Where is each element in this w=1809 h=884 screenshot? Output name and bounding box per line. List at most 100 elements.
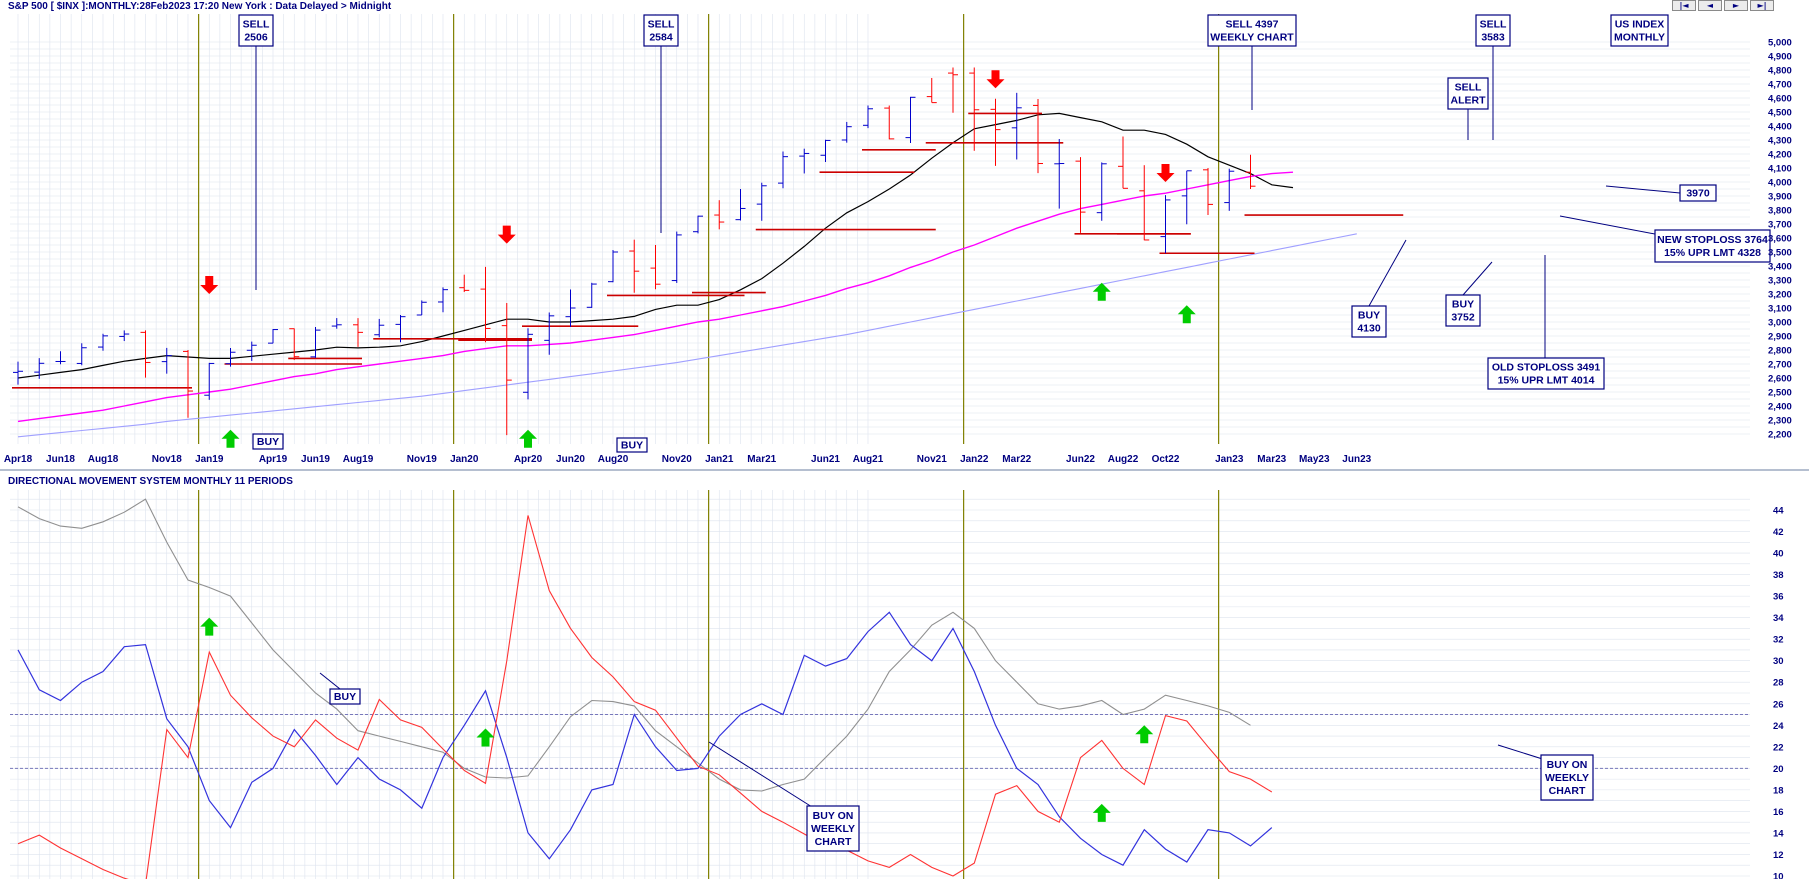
y-tick-label: 4,700	[1768, 80, 1792, 91]
ohlc-bar	[671, 231, 682, 283]
y-tick-label: 3,600	[1768, 234, 1792, 245]
ohlc-bar	[586, 282, 597, 308]
x-tick-label: May23	[1299, 454, 1330, 465]
x-tick-label: Aug18	[88, 454, 119, 465]
x-tick-label: Jun18	[46, 454, 75, 465]
y-tick-label: 40	[1773, 549, 1784, 560]
x-tick-label: Apr19	[259, 454, 288, 465]
buy-arrow-icon	[221, 429, 240, 448]
sell-arrow-icon	[497, 225, 516, 244]
annotation-box	[1654, 229, 1771, 263]
ohlc-bar	[523, 328, 533, 400]
buy-arrow-icon	[476, 728, 495, 747]
annotation-text: WEEKLY	[1545, 772, 1589, 784]
y-tick-label: 32	[1773, 635, 1784, 646]
ohlc-bar	[1181, 170, 1192, 225]
annotation-box	[1475, 14, 1511, 47]
ohlc-bar	[735, 189, 746, 221]
y-tick-label: 10	[1773, 872, 1784, 880]
series-ma-long	[17, 233, 1357, 438]
x-tick-label: Apr20	[514, 454, 543, 465]
ohlc-bar	[1011, 92, 1022, 160]
y-tick-label: 44	[1773, 506, 1784, 517]
annotation-text: SELL 4397	[1226, 19, 1279, 31]
annotation-leader	[1368, 239, 1407, 307]
x-tick-label: Aug22	[1108, 454, 1139, 465]
nav-first-button[interactable]: |◄	[1672, 0, 1696, 11]
ohlc-bar	[565, 289, 576, 327]
ohlc-bar	[969, 67, 980, 151]
ohlc-bar	[756, 182, 767, 221]
ohlc-bar	[353, 318, 363, 347]
y-tick-label: 4,800	[1768, 66, 1792, 77]
ohlc-bar	[98, 333, 108, 351]
ohlc-bar	[438, 287, 448, 313]
ohlc-bar	[1054, 139, 1065, 209]
annotation-text: NEW STOPLOSS 3764	[1657, 234, 1768, 246]
ohlc-bar	[1075, 157, 1086, 233]
ohlc-bar	[55, 351, 66, 365]
y-tick-label: 3,400	[1768, 262, 1792, 273]
annotation-text: SELL	[1455, 82, 1482, 94]
annotation-text: 3583	[1481, 32, 1505, 44]
nav-next-button[interactable]: ►	[1724, 0, 1748, 11]
sell-arrow-icon	[1156, 164, 1175, 182]
x-tick-label: Mar21	[747, 454, 776, 465]
ohlc-bar	[13, 361, 23, 385]
ohlc-bar	[1160, 195, 1171, 254]
annotation-box	[1610, 14, 1669, 47]
y-tick-label: 2,300	[1768, 416, 1792, 427]
ohlc-bar	[1245, 154, 1256, 189]
series-adx	[17, 498, 1251, 792]
annotation-leader	[1559, 215, 1661, 236]
annotation-box	[252, 433, 284, 450]
annotation-box	[1445, 294, 1481, 327]
annotation-text: 3970	[1686, 188, 1710, 200]
nav-prev-button[interactable]: ◄	[1698, 0, 1722, 11]
ohlc-bar	[926, 77, 937, 104]
y-tick-label: 16	[1773, 807, 1784, 818]
ohlc-bar	[480, 266, 491, 343]
series-dmi-plus	[17, 611, 1273, 866]
annotation-text: OLD STOPLOSS 3491	[1492, 362, 1601, 374]
annotation-box	[1540, 754, 1594, 801]
x-tick-label: Aug20	[598, 454, 629, 465]
annotation-text: 4130	[1357, 323, 1381, 335]
y-tick-label: 4,600	[1768, 94, 1792, 105]
ohlc-bar	[714, 200, 725, 230]
ohlc-bar	[140, 330, 151, 378]
annotation-text: BUY	[1452, 299, 1474, 311]
buy-arrow-icon	[1092, 803, 1111, 822]
ohlc-bar	[459, 274, 470, 293]
y-tick-label: 38	[1773, 570, 1784, 581]
ohlc-bar	[289, 328, 300, 361]
ohlc-bar	[629, 239, 640, 293]
y-tick-label: 5,000	[1768, 38, 1792, 49]
annotation-leader	[319, 672, 341, 690]
ohlc-bar	[841, 121, 852, 143]
y-tick-label: 4,300	[1768, 136, 1792, 147]
annotation-text: 2506	[244, 32, 268, 44]
annotation-text: SELL	[648, 19, 675, 31]
annotation-box	[1487, 357, 1605, 390]
ohlc-bar	[161, 347, 172, 374]
annotation-text: SELL	[243, 19, 270, 31]
ohlc-bar	[225, 348, 236, 367]
annotation-text: CHART	[815, 836, 852, 848]
annotation-leader	[1462, 261, 1493, 296]
annotation-text: 2584	[649, 32, 673, 44]
annotation-text: MONTHLY	[1614, 32, 1665, 44]
nav-last-button[interactable]: ►|	[1750, 0, 1774, 11]
y-tick-label: 24	[1773, 721, 1784, 732]
y-tick-label: 2,800	[1768, 346, 1792, 357]
annotation-text: SELL	[1480, 19, 1507, 31]
x-tick-label: Aug21	[853, 454, 884, 465]
ohlc-bar	[1224, 168, 1235, 211]
y-tick-label: 3,300	[1768, 276, 1792, 287]
